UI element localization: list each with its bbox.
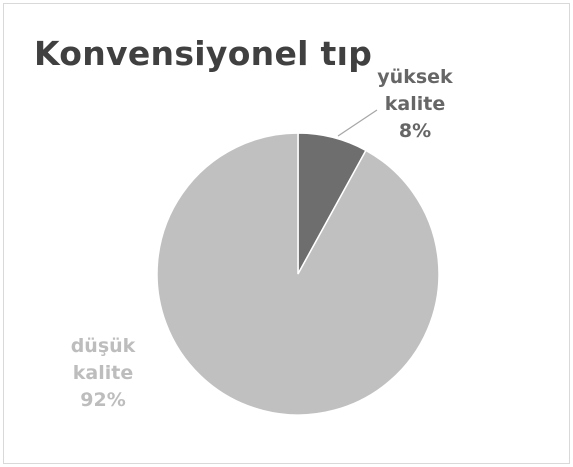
pie-slices <box>156 132 440 416</box>
chart-title: Konvensiyonel tıp <box>34 34 373 73</box>
data-label-text-dusuk-kalite: kalite <box>73 362 133 384</box>
data-label-percent-yuksek-kalite: 8% <box>399 120 431 142</box>
data-label-text-dusuk-kalite: düşük <box>71 335 136 357</box>
data-labels: yüksek kalite 8% düşük kalite 92% <box>71 66 453 411</box>
leader-line-yuksek-kalite <box>337 109 378 137</box>
data-label-text-yuksek-kalite: kalite <box>385 93 445 115</box>
data-label-text-yuksek-kalite: yüksek <box>377 66 453 88</box>
data-label-percent-dusuk-kalite: 92% <box>80 389 125 411</box>
pie-slice-dusuk-kalite <box>156 132 440 416</box>
